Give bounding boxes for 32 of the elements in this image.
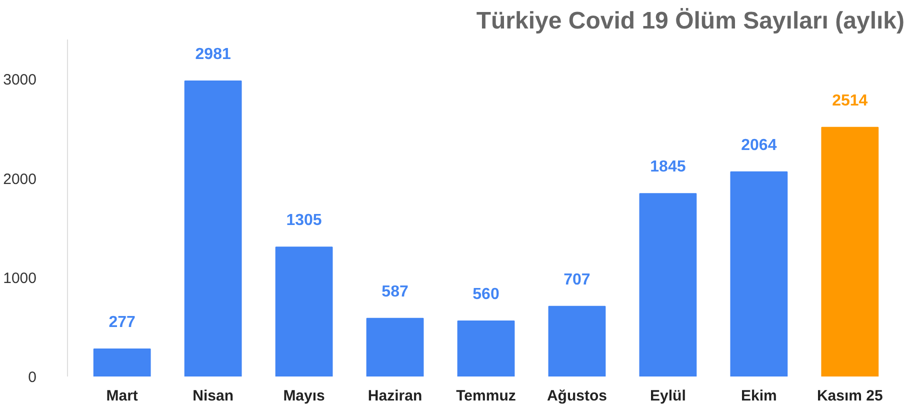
bar — [93, 348, 151, 376]
data-label: 1305 — [286, 212, 322, 230]
bar — [639, 193, 697, 376]
bar — [184, 80, 242, 376]
bar — [821, 126, 879, 376]
x-tick-label: Ağustos — [546, 388, 607, 404]
y-tick-label: 1000 — [3, 270, 37, 287]
data-label: 707 — [564, 271, 590, 288]
x-tick-label: Mart — [106, 388, 138, 404]
data-label: 2514 — [832, 92, 868, 110]
x-tick-label: Nisan — [192, 388, 234, 404]
x-tick-label: Ekim — [741, 388, 777, 404]
data-label: 2981 — [195, 46, 231, 64]
x-tick-label: Eylül — [650, 388, 686, 404]
y-tick-label: 3000 — [3, 72, 37, 89]
chart-title: Türkiye Covid 19 Ölüm Sayıları (aylık) — [476, 8, 905, 34]
bar — [366, 318, 424, 376]
x-tick-label: Temmuz — [456, 388, 516, 404]
data-label: 560 — [472, 286, 500, 303]
x-tick-label: Haziran — [368, 388, 422, 404]
bar — [275, 246, 333, 376]
y-tick-label: 0 — [28, 369, 36, 386]
y-tick-label: 2000 — [3, 170, 37, 188]
x-tick-label: Kasım 25 — [816, 388, 883, 404]
data-label: 277 — [108, 314, 136, 332]
x-tick-label: Mayıs — [283, 388, 325, 404]
bar — [730, 171, 788, 376]
data-label: 1845 — [650, 158, 686, 176]
bar — [548, 306, 606, 376]
data-label: 587 — [382, 283, 408, 300]
bar — [457, 320, 515, 376]
data-label: 2064 — [741, 136, 777, 154]
